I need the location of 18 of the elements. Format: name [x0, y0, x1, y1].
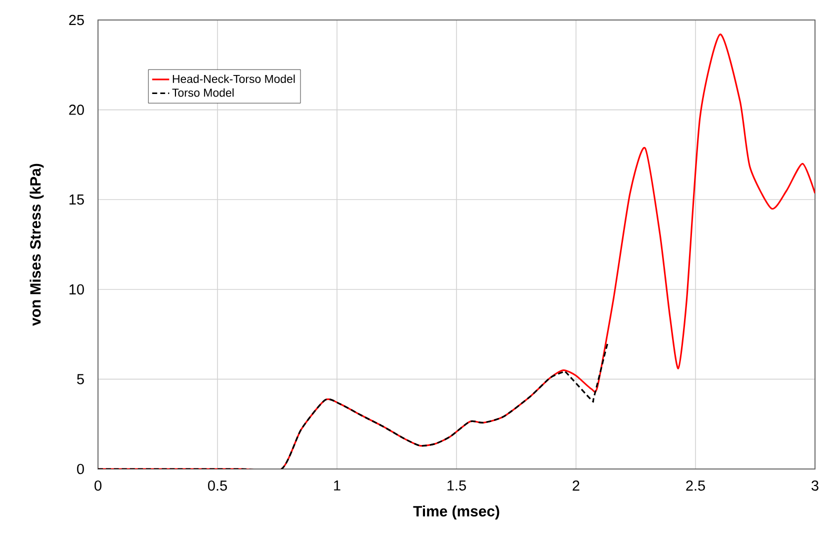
y-tick-label: 25 — [69, 14, 84, 26]
x-tick-label: 2 — [572, 480, 580, 491]
x-tick-label: 3 — [812, 480, 818, 491]
legend-label: Head-Neck-Torso Model — [172, 74, 295, 83]
y-tick-label: 20 — [69, 104, 84, 115]
y-tick-label: 10 — [70, 284, 84, 295]
x-axis-title: Time (msec) — [413, 506, 500, 520]
y-tick-label: 15 — [70, 194, 84, 205]
x-tick-label: 1.5 — [448, 480, 466, 491]
x-tick-label: 1 — [334, 480, 340, 490]
y-tick-label: 5 — [77, 374, 84, 384]
x-tick-label: 0 — [94, 480, 102, 491]
line-series — [98, 342, 610, 469]
x-tick-label: 0.5 — [208, 480, 227, 491]
legend-label: Torso Model — [172, 88, 234, 97]
y-axis-title: von Mises Stress (kPa) — [30, 164, 44, 326]
y-tick-label: 0 — [77, 464, 84, 474]
x-tick-label: 2.5 — [686, 480, 705, 491]
